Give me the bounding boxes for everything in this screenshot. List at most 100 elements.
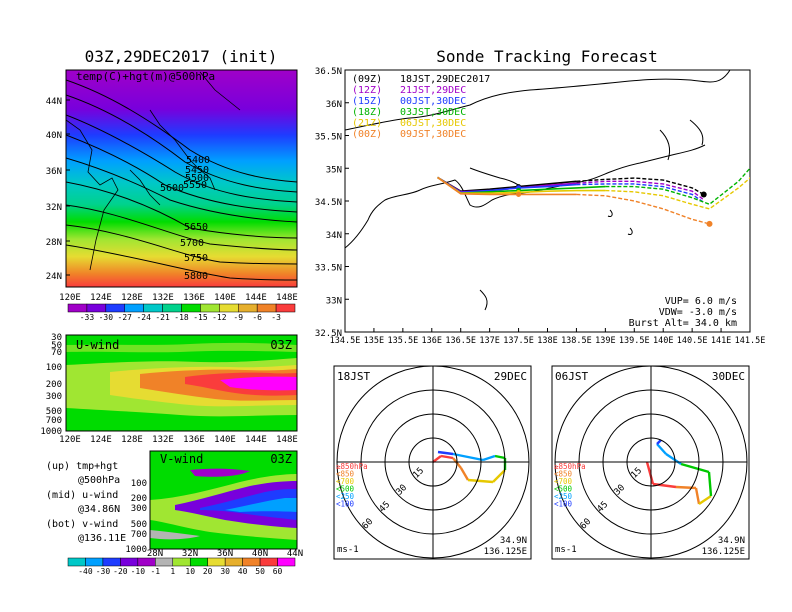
temp-contour-label: 5800 [184, 271, 208, 282]
temp-colorbar-swatch [143, 303, 163, 313]
hodo-legend-entry: <700 [336, 477, 355, 486]
run-label: 18JST,29DEC2017 [400, 74, 490, 85]
run-code: (00Z) [352, 129, 382, 140]
vwind-time: 03Z [270, 452, 292, 466]
hodo-legend-entry: <250 [336, 492, 355, 501]
track-map: 36.5N 36N 35.5N 35N 34.5N 34N 33.5N 33N 32.5N 13… [315, 67, 765, 346]
temp-lon-tick: 140E [214, 293, 236, 303]
hodo-date: 29DEC [494, 370, 527, 383]
uwind-lon-tick: 140E [214, 435, 236, 445]
hodo-trace-segment [440, 454, 454, 460]
hodo-lat: 34.9N [500, 536, 527, 546]
track-line-descent [576, 180, 705, 201]
vwind-colorbar-swatch [259, 557, 278, 567]
hodo-trace-segment [656, 443, 667, 455]
hodo-trace-segment [675, 485, 697, 490]
hodo-time: 18JST [337, 370, 370, 383]
vwind-colorbar-swatch [137, 557, 156, 567]
vwind-colorbar-label: 20 [203, 567, 213, 576]
map-lat-tick: 33N [326, 296, 342, 306]
temp-colorbar-label: -9 [233, 313, 243, 322]
temp-lat-tick: 28N [46, 238, 62, 248]
temp-colorbar-label: -24 [136, 313, 151, 322]
map-param: VDW= -3.0 m/s [659, 307, 737, 318]
map-lon-tick: 141.5E [735, 336, 766, 346]
vwind-colorbar-label: -20 [113, 567, 128, 576]
vwind-lat-tick: 44N [287, 549, 303, 559]
legend-note-line: @136.11E [78, 533, 126, 544]
run-code: (21Z) [352, 118, 382, 129]
run-label: 00JST,30DEC [400, 96, 466, 107]
landing-point [706, 220, 713, 227]
vwind-colorbar-label: -10 [131, 567, 146, 576]
vwind-p-tick: 100 [131, 479, 147, 489]
uwind-label: U-wind [76, 338, 119, 352]
hodo-units: ms-1 [555, 545, 577, 555]
map-lon-tick: 137E [479, 336, 499, 346]
temp-colorbar-label: -12 [212, 313, 227, 322]
temp-colorbar-swatch [105, 303, 126, 313]
uwind-p-tick: 100 [46, 363, 62, 373]
temp-lon-tick: 136E [183, 293, 205, 303]
hodo-legend-entry: <500 [336, 485, 355, 494]
temp-lat-tick: 36N [46, 167, 62, 177]
map-lat-tick: 36.5N [315, 67, 342, 77]
run-code: (12Z) [352, 85, 382, 96]
uwind-time: 03Z [270, 338, 292, 352]
legend-note-line: (up) tmp+hgt [46, 461, 118, 472]
hodo-trace-segment [432, 455, 442, 463]
map-lon-tick: 135E [364, 336, 384, 346]
hodo-legend-entry: <100 [336, 500, 355, 509]
left-title: 03Z,29DEC2017 (init) [85, 47, 278, 66]
map-lon-tick: 141E [711, 336, 731, 346]
map-lon-tick: 138E [537, 336, 557, 346]
landing-point [700, 191, 707, 198]
map-lon-tick: 140E [653, 336, 673, 346]
hodo-trace-segment [652, 482, 677, 489]
map-lat-tick: 34N [326, 231, 342, 241]
vwind-lat-tick: 36N [217, 549, 233, 559]
uwind-p-tick: 200 [46, 380, 62, 390]
vwind-p-tick: 300 [131, 504, 147, 514]
uwind-p-tick: 300 [46, 392, 62, 402]
vwind-lat-tick: 28N [147, 549, 163, 559]
vwind-colorbar-swatch [85, 557, 104, 567]
temp-lon-tick: 120E [59, 293, 81, 303]
hodo-trace-segment [707, 471, 713, 497]
hodo-legend-entry: <850 [554, 470, 573, 479]
map-lon-tick: 138.5E [561, 336, 592, 346]
track-line-descent [576, 183, 705, 203]
temp-lon-tick: 144E [245, 293, 267, 303]
map-param: VUP= 6.0 m/s [665, 296, 737, 307]
temp-colorbar-swatch [238, 303, 258, 313]
track-line-ascent [437, 176, 577, 196]
vwind-lat-tick: 40N [252, 549, 268, 559]
map-lat-tick: 32.5N [315, 329, 342, 339]
map-lon-tick: 134.5E [330, 336, 361, 346]
hodo-trace-segment [452, 452, 484, 462]
vwind-p-tick: 500 [131, 520, 147, 530]
temp-colorbar-swatch [181, 303, 201, 313]
vwind-colorbar-swatch [277, 557, 296, 567]
hodo-legend-entry: <850 [336, 470, 355, 479]
temp-colorbar-swatch [256, 303, 277, 313]
vwind-colorbar-swatch [172, 557, 191, 567]
hodo-legend-entry: <250 [554, 492, 573, 501]
temp-colorbar-label: -15 [193, 313, 208, 322]
map-lon-tick: 136E [422, 336, 442, 346]
right-title: Sonde Tracking Forecast [436, 47, 658, 66]
hodo-trace-segment [698, 495, 712, 505]
uwind-lon-tick: 148E [276, 435, 298, 445]
temp-lon-tick: 148E [276, 293, 298, 303]
temp-contour-label: 5550 [183, 180, 207, 191]
vwind-p-tick: 200 [131, 494, 147, 504]
temp-contour-label: 5650 [184, 222, 208, 233]
hodo-trace-segment [645, 461, 655, 485]
temp-contour-label: 5400 [186, 155, 210, 166]
uwind-lon-tick: 132E [152, 435, 174, 445]
map-lon-tick: 135.5E [387, 336, 418, 346]
burst-point [516, 191, 522, 197]
coastline [345, 70, 731, 311]
temp-lat-tick: 32N [46, 203, 62, 213]
